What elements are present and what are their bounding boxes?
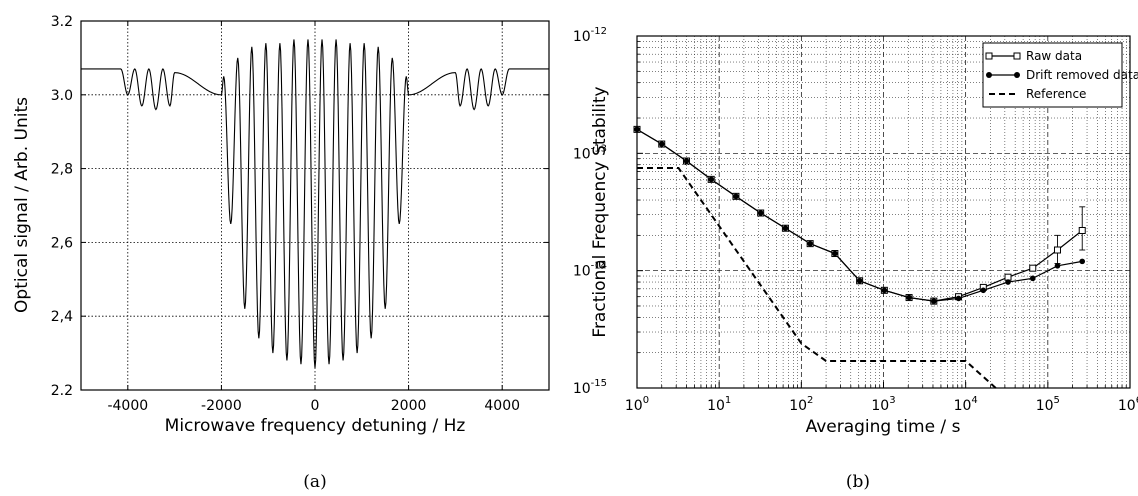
panel-a-x-tick-label: -2000 <box>201 398 242 414</box>
panel-a-chart: -4000 -2000 0 2000 4000 2.2 2,4 2,6 2,8 3.0 3.2 M… <box>12 14 550 492</box>
legend-label-reference: Reference <box>1026 87 1086 101</box>
panel-a-x-tick-label: 4000 <box>484 398 520 414</box>
panel-a-y-tick-label: 3.2 <box>51 14 73 30</box>
panel-a-y-tick-labels: 2.2 2,4 2,6 2,8 3.0 3.2 <box>51 14 73 399</box>
drift-removed-marker <box>683 158 690 164</box>
legend-raw-marker <box>985 52 993 60</box>
panel-b-x-tick-label: 106 <box>1118 395 1138 414</box>
panel-b-legend: Raw data Drift removed data Reference <box>982 42 1138 108</box>
drift-removed-marker <box>856 277 863 284</box>
drift-removed-marker <box>807 240 813 247</box>
panel-b-x-tick-label: 102 <box>789 395 813 414</box>
drift-removed-marker <box>757 210 764 216</box>
panel-b-x-tick-labels: 100 101 102 103 104 105 106 <box>625 395 1138 414</box>
panel-b-y-axis-label: Fractional Frequency Stability <box>590 86 610 337</box>
panel-a-x-tick-labels: -4000 -2000 0 2000 4000 <box>107 398 520 414</box>
drift-removed-marker <box>980 287 987 294</box>
panel-a-y-axis-label: Optical signal / Arb. Units <box>12 97 32 313</box>
panel-a-y-tick-label: 2,6 <box>51 235 73 251</box>
panel-b-chart: 100101102103104105106 10-1510-1410-1310-… <box>573 26 1138 492</box>
legend-drift-marker <box>1014 72 1020 78</box>
panel-a-y-tick-label: 3.0 <box>51 88 73 104</box>
panel-b-x-tick-label: 104 <box>954 395 978 414</box>
drift-removed-marker <box>708 176 715 183</box>
panel-b-y-tick-label: 10-12 <box>573 26 607 45</box>
drift-removed-marker <box>881 287 888 294</box>
panel-a-plot-area <box>81 21 549 390</box>
panel-a-y-tick-label: 2,8 <box>51 162 73 178</box>
raw-data-marker <box>1078 226 1086 234</box>
panel-a-x-tick-label: 0 <box>311 398 320 414</box>
legend-drift-marker <box>986 72 992 78</box>
raw-data-marker <box>1053 246 1061 254</box>
drift-removed-marker <box>906 294 912 301</box>
panel-a-y-tick-label: 2.2 <box>51 383 73 399</box>
drift-removed-marker <box>832 250 838 257</box>
drift-removed-marker <box>1054 263 1061 269</box>
panel-a-x-tick-label: -4000 <box>107 398 148 414</box>
drift-removed-marker <box>1005 279 1011 285</box>
panel-b-caption: (b) <box>846 472 870 492</box>
panel-a-frame <box>80 20 550 391</box>
panel-b-frame <box>636 35 1131 389</box>
panel-b-x-tick-label: 101 <box>707 395 731 414</box>
panel-b-x-tick-label: 105 <box>1036 395 1060 414</box>
panel-b-y-tick-label: 10-15 <box>573 378 607 397</box>
panel-b-x-tick-label: 100 <box>625 395 649 414</box>
drift-removed-marker <box>782 225 789 232</box>
legend-label-drift-removed: Drift removed data <box>1026 68 1138 82</box>
panel-a-y-tick-label: 2,4 <box>51 309 73 325</box>
drift-removed-marker <box>658 141 665 147</box>
reference-line <box>637 166 997 389</box>
panel-a-caption: (a) <box>303 472 326 492</box>
drift-removed-marker <box>931 298 937 304</box>
panel-b-grid <box>637 36 1130 388</box>
legend-raw-marker <box>1013 52 1021 60</box>
drift-removed-marker <box>1029 275 1036 282</box>
panel-b-x-tick-label: 103 <box>871 395 895 414</box>
drift-removed-marker <box>1079 258 1086 265</box>
raw-data-marker <box>1029 264 1037 272</box>
drift-removed-marker <box>733 193 739 200</box>
panel-a-signal-line <box>81 39 549 368</box>
panel-a-x-tick-label: 2000 <box>391 398 427 414</box>
drift-removed-marker <box>955 295 962 302</box>
panel-b-x-axis-label: Averaging time / s <box>806 417 961 437</box>
panel-a-x-axis-label: Microwave frequency detuning / Hz <box>165 416 466 436</box>
legend-label-raw-data: Raw data <box>1026 49 1082 63</box>
